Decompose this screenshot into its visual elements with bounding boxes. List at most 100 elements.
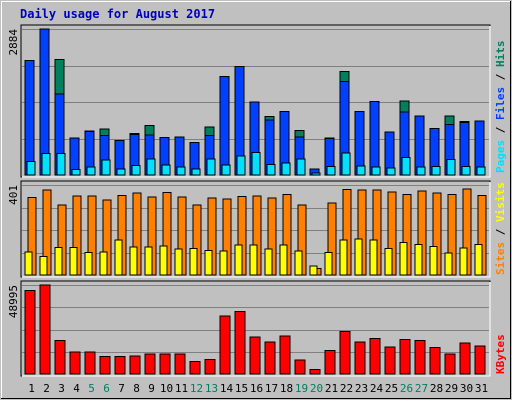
bar-sites-day-7	[114, 239, 123, 276]
bar-kbytes-day-11	[174, 353, 186, 375]
day-label-15: 15	[235, 382, 248, 395]
side-label-kbytes: KBytes	[494, 334, 507, 374]
bar-pages-day-15	[236, 155, 246, 176]
bar-pages-day-26	[401, 156, 411, 176]
bar-kbytes-day-18	[279, 335, 291, 375]
bar-pages-day-3	[56, 153, 66, 176]
day-label-27: 27	[415, 382, 428, 395]
day-label-29: 29	[445, 382, 458, 395]
bar-sites-day-10	[159, 245, 168, 276]
bar-pages-day-7	[116, 168, 126, 176]
bar-kbytes-day-16	[249, 336, 261, 375]
bar-kbytes-day-29	[444, 353, 456, 375]
bar-sites-day-3	[54, 247, 63, 276]
bar-sites-day-26	[399, 241, 408, 276]
bar-files-day-14	[219, 75, 230, 176]
bar-kbytes-day-25	[384, 346, 396, 375]
bar-kbytes-day-20	[309, 368, 321, 375]
day-label-19: 19	[295, 382, 308, 395]
bar-kbytes-day-6	[99, 356, 111, 375]
bar-kbytes-day-22	[339, 330, 351, 375]
bar-kbytes-day-5	[84, 351, 96, 375]
bar-kbytes-day-30	[459, 342, 471, 375]
bar-files-day-27	[414, 115, 425, 176]
bar-sites-day-8	[129, 246, 138, 276]
bar-pages-day-2	[41, 153, 51, 176]
day-label-2: 2	[43, 382, 50, 395]
bar-sites-day-15	[234, 244, 243, 276]
side-labels: Pages / Files / Hits Sites / Visits KBytes	[494, 41, 507, 375]
bar-kbytes-day-24	[369, 338, 381, 375]
bar-pages-day-10	[161, 164, 171, 176]
bar-pages-day-12	[191, 168, 201, 176]
day-label-5: 5	[88, 382, 95, 395]
bar-sites-day-18	[279, 244, 288, 276]
side-label-part: /	[494, 222, 507, 242]
bar-kbytes-day-21	[324, 350, 336, 375]
day-label-17: 17	[265, 382, 278, 395]
side-label-part: Pages	[494, 140, 507, 173]
bar-sites-day-25	[384, 247, 393, 276]
bar-sites-day-23	[354, 238, 363, 276]
bar-pages-day-31	[476, 166, 486, 176]
day-label-11: 11	[175, 382, 188, 395]
bar-pages-day-11	[176, 166, 186, 176]
side-label-part: Files	[494, 87, 507, 120]
day-label-7: 7	[118, 382, 125, 395]
day-label-1: 1	[28, 382, 35, 395]
day-label-3: 3	[58, 382, 65, 395]
bar-pages-day-9	[146, 158, 156, 176]
bar-files-day-1	[24, 60, 35, 176]
side-label-part: Visits	[494, 182, 507, 222]
side-label-part: Hits	[494, 41, 507, 68]
bar-sites-day-16	[249, 244, 258, 276]
side-label-visits-sites: Sites / Visits	[494, 182, 507, 275]
day-label-21: 21	[325, 382, 338, 395]
bar-sites-day-4	[69, 247, 78, 276]
bar-sites-day-19	[294, 250, 303, 276]
bar-sites-day-14	[219, 250, 228, 276]
bar-kbytes-day-23	[354, 341, 366, 375]
day-label-30: 30	[460, 382, 473, 395]
bar-kbytes-day-27	[414, 339, 426, 375]
bar-kbytes-day-13	[204, 358, 216, 375]
bar-sites-day-21	[324, 252, 333, 276]
bar-sites-day-31	[474, 243, 483, 276]
ymax-label: 2884	[7, 29, 20, 56]
bar-pages-day-25	[386, 167, 396, 176]
bar-pages-day-18	[281, 162, 291, 176]
chart-border-dark	[1, 1, 511, 399]
bar-kbytes-day-8	[129, 355, 141, 375]
day-label-26: 26	[400, 382, 413, 395]
bar-kbytes-day-1	[24, 289, 36, 375]
bar-pages-day-19	[296, 158, 306, 176]
bar-sites-day-11	[174, 248, 183, 276]
bar-pages-day-28	[431, 165, 441, 176]
bar-sites-day-20	[309, 265, 318, 276]
bar-pages-day-17	[266, 163, 276, 176]
bar-sites-day-17	[264, 248, 273, 276]
bar-pages-day-22	[341, 152, 351, 176]
side-label-part: KBytes	[494, 334, 507, 374]
bar-sites-day-28	[429, 246, 438, 276]
bar-sites-day-27	[414, 244, 423, 276]
bar-files-day-2	[39, 28, 50, 176]
panel-bevel	[22, 182, 491, 278]
bar-pages-day-4	[71, 168, 81, 176]
bar-pages-day-16	[251, 152, 261, 176]
bar-kbytes-day-12	[189, 360, 201, 375]
panel-kbytes: 48995	[7, 280, 491, 377]
bar-pages-day-13	[206, 158, 216, 176]
bar-pages-day-20	[311, 172, 321, 176]
bar-sites-day-29	[444, 252, 453, 276]
ymax-label: 48995	[7, 285, 20, 318]
bar-pages-day-29	[446, 158, 456, 176]
bar-sites-day-9	[144, 246, 153, 276]
day-label-28: 28	[430, 382, 443, 395]
side-label-part: Sites	[494, 242, 507, 275]
bar-pages-day-6	[101, 159, 111, 176]
day-label-31: 31	[475, 382, 488, 395]
bar-kbytes-day-17	[264, 341, 276, 375]
